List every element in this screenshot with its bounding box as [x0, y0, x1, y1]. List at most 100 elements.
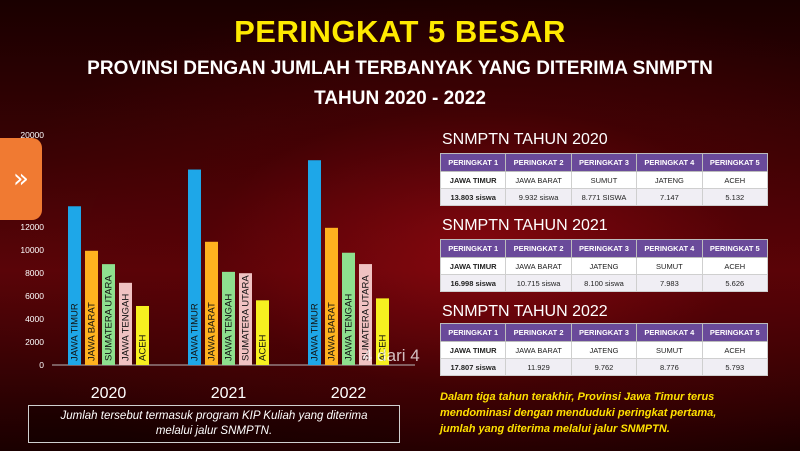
table-title-2020: SNMPTN TAHUN 2020 [442, 131, 608, 148]
page-indicator: 4 dari 4 [363, 346, 420, 365]
table-cell: ACEH [701, 171, 769, 189]
table-header-cell: PERINGKAT 5 [701, 239, 769, 258]
table-cell: JAWA BARAT [505, 341, 572, 359]
next-arrow-button[interactable]: » [0, 138, 42, 220]
y-tick-label: 4000 [25, 314, 44, 324]
bar-label: JAWA TIMUR [190, 303, 201, 361]
bar [256, 300, 269, 365]
y-tick-label: 0 [39, 360, 44, 370]
bar [136, 305, 149, 365]
bar [239, 273, 252, 365]
table-row: 16.998 siswa 10.715 siswa 8.100 siswa 7.… [439, 274, 769, 292]
bar-chart: 0 2000 4000 6000 8000 10000 12000 20000 JAWA TIM… [20, 130, 415, 402]
bar [308, 160, 321, 365]
table-cell: JATENG [570, 341, 638, 359]
bar [359, 264, 372, 365]
bar [85, 250, 98, 365]
table-cell: JAWA TIMUR [439, 171, 507, 189]
table-cell: 9.932 siswa [505, 188, 572, 206]
table-header-row: PERINGKAT 1 PERINGKAT 2 PERINGKAT 3 PERI… [439, 323, 769, 342]
table-header-cell: PERINGKAT 5 [701, 153, 769, 172]
bar-label: JAWA TENGAH [224, 294, 235, 361]
footnote-line: Jumlah tersebut termasuk program KIP Kul… [60, 410, 368, 422]
table-header-cell: PERINGKAT 4 [636, 153, 703, 172]
table-header-cell: PERINGKAT 4 [636, 239, 703, 258]
table-cell: JAWA TIMUR [439, 257, 507, 275]
table-cell: 10.715 siswa [505, 274, 572, 292]
bar [325, 227, 338, 365]
bar-label: JAWA TIMUR [310, 303, 321, 361]
table-cell: JAWA BARAT [505, 171, 572, 189]
table-cell: SUMUT [636, 257, 703, 275]
table-row: JAWA TIMUR JAWA BARAT JATENG SUMUT ACEH [439, 341, 769, 359]
bar-label: JAWA TIMUR [70, 303, 81, 361]
footnote-line: melalui jalur SNMPTN. [155, 425, 273, 437]
y-tick-label: 20000 [20, 130, 44, 140]
table-header-row: PERINGKAT 1 PERINGKAT 2 PERINGKAT 3 PERI… [439, 153, 769, 172]
table-cell: 13.803 siswa [439, 188, 507, 206]
table-cell: 7.983 [636, 274, 703, 292]
table-cell: JAWA BARAT [505, 257, 572, 275]
table-row: 17.807 siswa 11.929 9.762 8.776 5.793 [439, 358, 769, 376]
table-header-row: PERINGKAT 1 PERINGKAT 2 PERINGKAT 3 PERI… [439, 239, 769, 258]
table-cell: JATENG [636, 171, 703, 189]
table-cell: 17.807 siswa [439, 358, 507, 376]
table-title-2021: SNMPTN TAHUN 2021 [442, 217, 608, 234]
table-header-cell: PERINGKAT 1 [439, 323, 507, 342]
bar-label: JAWA TENGAH [344, 294, 355, 361]
table-cell: 8.100 siswa [570, 274, 638, 292]
table-header-cell: PERINGKAT 4 [636, 323, 703, 342]
table-row: JAWA TIMUR JAWA BARAT SUMUT JATENG ACEH [439, 171, 769, 189]
table-cell: SUMUT [636, 341, 703, 359]
table-cell: 5.793 [701, 358, 769, 376]
table-cell: 8.776 [636, 358, 703, 376]
table-header-cell: PERINGKAT 1 [439, 153, 507, 172]
bar [68, 206, 81, 365]
bar-label: ACEH [378, 334, 389, 361]
table-header-cell: PERINGKAT 3 [570, 323, 638, 342]
table-cell: 5.132 [701, 188, 769, 206]
y-tick-label: 12000 [20, 222, 44, 232]
bar-label: JAWA BARAT [327, 302, 338, 361]
x-category-label: 2021 [211, 385, 247, 402]
table-header-cell: PERINGKAT 3 [570, 153, 638, 172]
bar [119, 282, 132, 365]
x-category-label: 2020 [91, 385, 127, 402]
page-title: PERINGKAT 5 BESAR [234, 14, 566, 49]
table-header-cell: PERINGKAT 1 [439, 239, 507, 258]
ranking-table-2021: PERINGKAT 1 PERINGKAT 2 PERINGKAT 3 PERI… [439, 239, 769, 292]
ranking-table-2022: PERINGKAT 1 PERINGKAT 2 PERINGKAT 3 PERI… [439, 323, 769, 376]
y-tick-label: 6000 [25, 291, 44, 301]
table-header-cell: PERINGKAT 3 [570, 239, 638, 258]
bar-label: SUMATERA UTARA [104, 275, 115, 361]
table-cell: 16.998 siswa [439, 274, 507, 292]
y-tick-label: 10000 [20, 245, 44, 255]
bar [188, 169, 201, 365]
table-header-cell: PERINGKAT 5 [701, 323, 769, 342]
x-category-label: 2022 [331, 385, 367, 402]
chart-footnote: Jumlah tersebut termasuk program KIP Kul… [28, 405, 400, 443]
bar-label: JAWA TENGAH [121, 294, 132, 361]
bar-label: ACEH [138, 334, 149, 361]
bar-label: JAWA BARAT [87, 302, 98, 361]
bar [205, 241, 218, 365]
table-cell: JAWA TIMUR [439, 341, 507, 359]
table-cell: 7.147 [636, 188, 703, 206]
table-header-cell: PERINGKAT 2 [505, 323, 572, 342]
bar-label: ACEH [258, 334, 269, 361]
table-cell: SUMUT [570, 171, 638, 189]
double-chevron-right-icon: » [13, 164, 29, 194]
ranking-table-2020: PERINGKAT 1 PERINGKAT 2 PERINGKAT 3 PERI… [439, 153, 769, 206]
page-subtitle-years: TAHUN 2020 - 2022 [314, 88, 486, 109]
table-cell: JATENG [570, 257, 638, 275]
y-tick-label: 8000 [25, 268, 44, 278]
summary-line: jumlah yang diterima melalui jalur SNMPT… [440, 423, 670, 435]
table-row: JAWA TIMUR JAWA BARAT JATENG SUMUT ACEH [439, 257, 769, 275]
bar [376, 298, 389, 365]
summary-line: Dalam tiga tahun terakhir, Provinsi Jawa… [440, 391, 715, 403]
summary-text: Dalam tiga tahun terakhir, Provinsi Jawa… [440, 389, 780, 437]
bar-label: JAWA BARAT [207, 302, 218, 361]
bar [342, 252, 355, 365]
table-cell: 8.771 SISWA [570, 188, 638, 206]
table-cell: 9.762 [570, 358, 638, 376]
